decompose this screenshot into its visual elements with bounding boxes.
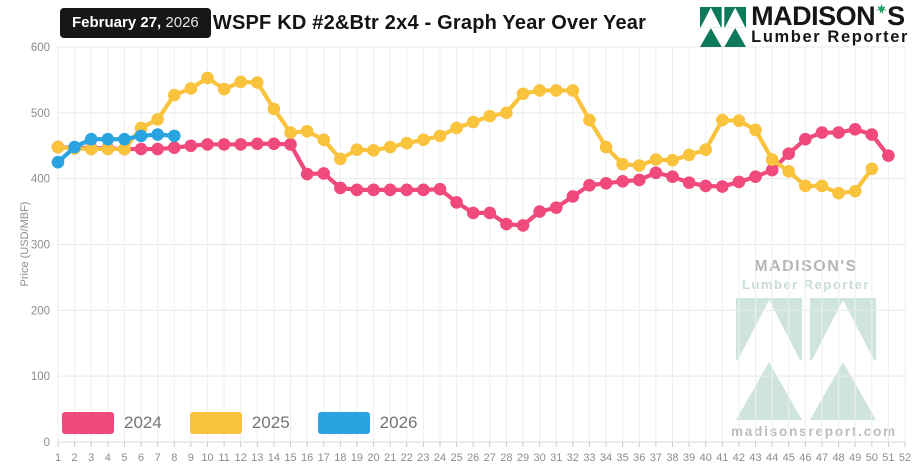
svg-text:300: 300 [31,240,50,252]
legend-label-2024: 2024 [124,413,162,432]
svg-text:52: 52 [899,452,911,464]
svg-text:45: 45 [783,452,795,464]
svg-text:21: 21 [384,452,396,464]
svg-text:31: 31 [550,452,562,464]
svg-text:4: 4 [105,452,111,464]
svg-text:35: 35 [617,452,629,464]
svg-text:24: 24 [434,452,446,464]
svg-text:11: 11 [218,452,229,464]
legend-item-2025: 2025 [189,412,290,434]
svg-text:40: 40 [700,452,712,464]
svg-text:0: 0 [44,437,50,449]
svg-text:23: 23 [417,452,429,464]
svg-text:17: 17 [318,452,330,464]
svg-text:2: 2 [72,452,78,464]
svg-text:26: 26 [467,452,479,464]
legend-label-2025: 2025 [251,413,290,432]
svg-text:36: 36 [633,452,645,464]
brand-logo: MADISON S Lumber Reporter [700,3,909,48]
svg-text:29: 29 [517,452,529,464]
svg-text:43: 43 [749,452,761,464]
legend-swatch-2025 [189,412,242,434]
date-year-text: 2026 [161,14,199,31]
svg-text:200: 200 [31,305,50,317]
svg-text:19: 19 [351,452,363,464]
brand-name: MADISON S [751,1,909,31]
svg-text:41: 41 [716,452,728,464]
svg-text:32: 32 [567,452,579,464]
page-title: WSPF KD #2&Btr 2x4 - Graph Year Over Yea… [212,12,647,34]
svg-text:34: 34 [600,452,612,464]
svg-text:25: 25 [450,452,462,464]
legend-label-2026: 2026 [379,413,418,432]
legend-swatch-2026 [317,412,370,434]
maple-leaf-icon [876,4,888,14]
svg-text:7: 7 [155,452,161,464]
svg-text:42: 42 [733,452,745,464]
svg-text:13: 13 [251,452,263,464]
date-text: February 27, [72,14,162,31]
svg-text:47: 47 [816,452,828,464]
svg-text:9: 9 [188,452,194,464]
svg-text:33: 33 [583,452,595,464]
chart-legend: 2024 2025 2026 [62,412,417,434]
svg-text:600: 600 [31,42,50,54]
svg-text:20: 20 [367,452,379,464]
svg-text:37: 37 [650,452,662,464]
legend-swatch-2024 [62,412,114,434]
svg-text:3: 3 [88,452,94,464]
madisons-triangles-icon [700,6,747,48]
svg-text:15: 15 [284,452,296,464]
svg-text:49: 49 [849,452,861,464]
madisons-triangles-watermark-icon [736,298,876,420]
svg-text:100: 100 [31,371,50,383]
svg-text:22: 22 [401,452,413,464]
brand-name-text: MADISON [751,1,876,31]
svg-text:12: 12 [235,452,247,464]
svg-text:30: 30 [534,452,546,464]
svg-text:44: 44 [766,452,778,464]
svg-text:48: 48 [832,452,844,464]
svg-text:39: 39 [683,452,695,464]
svg-text:500: 500 [31,108,50,120]
brand-suffix-text: S [887,1,905,31]
svg-text:6: 6 [138,452,144,464]
svg-text:400: 400 [31,174,50,186]
svg-text:5: 5 [121,452,127,464]
svg-text:28: 28 [500,452,512,464]
svg-text:1: 1 [55,452,61,464]
legend-item-2026: 2026 [317,412,418,434]
legend-item-2024: 2024 [62,412,162,434]
svg-text:8: 8 [171,452,177,464]
svg-text:50: 50 [866,452,878,464]
svg-text:18: 18 [334,452,346,464]
svg-text:10: 10 [201,452,213,464]
svg-text:27: 27 [484,452,496,464]
svg-text:38: 38 [666,452,678,464]
brand-tagline: Lumber Reporter [751,28,909,46]
y-axis-title: Price (USD/MBF) [19,201,31,287]
svg-text:14: 14 [268,452,280,464]
svg-text:16: 16 [301,452,313,464]
date-badge: February 27, 2026 [60,8,211,38]
svg-text:46: 46 [799,452,811,464]
svg-text:51: 51 [882,452,894,464]
